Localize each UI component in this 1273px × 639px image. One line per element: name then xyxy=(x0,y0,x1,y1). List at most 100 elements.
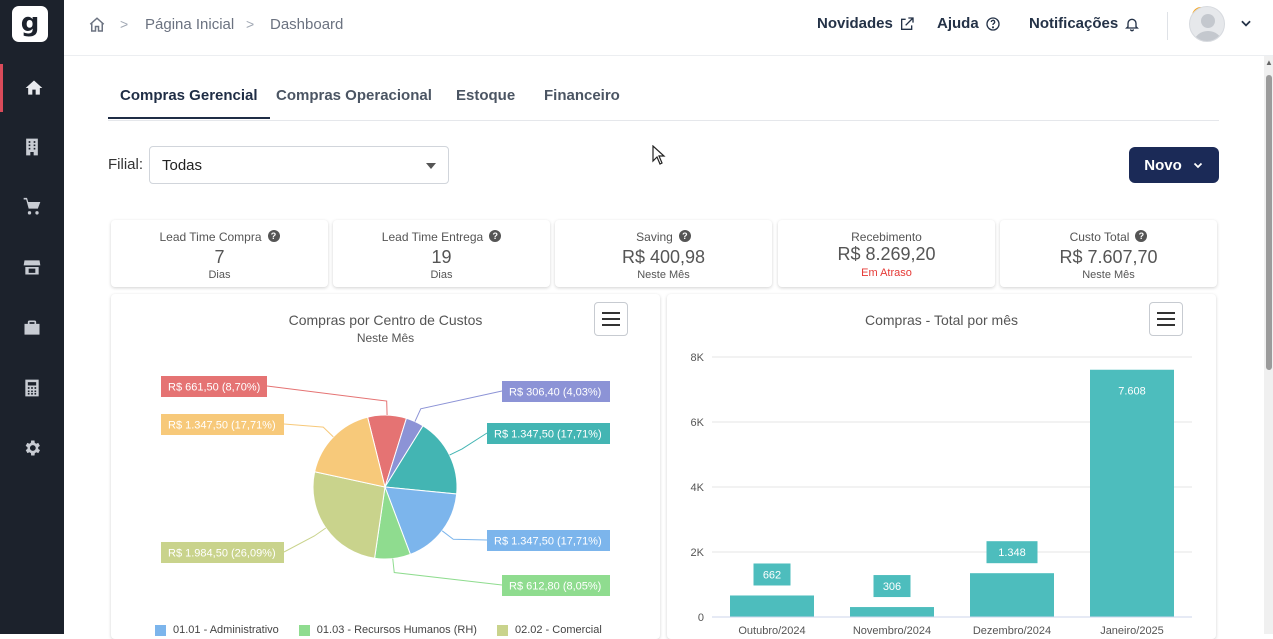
kpi-sub: Dias xyxy=(430,269,453,281)
kpi-lead-time-entrega: Lead Time Entrega? 19 Dias xyxy=(333,220,550,287)
tab-estoque[interactable]: Estoque xyxy=(456,87,516,104)
help-circle-icon xyxy=(986,16,1000,31)
scroll-up-arrow[interactable]: ▲ xyxy=(1265,58,1273,67)
filial-select-value: Todas xyxy=(162,157,203,174)
notificacoes-label: Notificações xyxy=(1029,15,1119,32)
pie-connector xyxy=(441,530,488,541)
ajuda-link[interactable]: Ajuda xyxy=(937,15,1001,32)
pie-data-label: R$ 306,40 (4,03%) xyxy=(509,387,601,399)
pie-connector xyxy=(266,385,388,416)
help-icon[interactable]: ? xyxy=(489,230,502,242)
kpi-title: Saving? xyxy=(555,230,772,244)
pie-label-box xyxy=(502,381,610,402)
novidades-label: Novidades xyxy=(817,15,893,32)
pie-slice[interactable] xyxy=(384,486,458,556)
bar[interactable] xyxy=(730,595,814,617)
caret-down-icon xyxy=(426,163,436,169)
bar-label-box xyxy=(753,563,791,586)
legend-swatch xyxy=(496,624,508,636)
kpi-title: Lead Time Entrega? xyxy=(333,230,550,244)
x-tick-label: Dezembro/2024 xyxy=(973,625,1051,637)
chevron-down-icon[interactable] xyxy=(1239,16,1253,30)
y-tick-label: 0 xyxy=(698,612,704,624)
breadcrumb-item[interactable]: Página Inicial xyxy=(145,16,235,33)
breadcrumb-separator: > xyxy=(246,16,255,32)
kpi-value: R$ 8.269,20 xyxy=(837,244,936,264)
divider xyxy=(1167,12,1168,40)
cart-icon xyxy=(23,197,41,215)
sidebar: g xyxy=(0,0,64,634)
pie-connector xyxy=(283,527,327,553)
external-link-icon xyxy=(900,16,914,30)
scrollbar-thumb[interactable] xyxy=(1266,75,1272,370)
tab-compras-gerencial[interactable]: Compras Gerencial xyxy=(108,87,270,119)
notificacoes-link[interactable]: Notificações xyxy=(1029,15,1140,32)
chart-subtitle: Neste Mês xyxy=(356,331,415,345)
chart-title: Compras - Total por mês xyxy=(864,312,1018,328)
chevron-down-icon xyxy=(1193,162,1202,169)
pie-data-label: R$ 1.347,50 (17,71%) xyxy=(168,420,276,432)
bar[interactable] xyxy=(970,573,1054,617)
filial-select[interactable]: Todas xyxy=(149,146,449,184)
kpi-recebimento: Recebimento R$ 8.269,20 Em Atraso xyxy=(778,220,995,287)
sidebar-item-cart[interactable] xyxy=(0,183,64,231)
logo-letter: g xyxy=(20,8,40,38)
pie-slice[interactable] xyxy=(314,416,386,488)
bar-chart-card: Compras - Total por mês 0 2K 4K 6K 8K 662 Outu… xyxy=(667,294,1216,639)
bar[interactable] xyxy=(1090,369,1174,617)
filial-label: Filial: xyxy=(108,156,144,173)
pie-label-box xyxy=(161,542,284,563)
tab-compras-operacional[interactable]: Compras Operacional xyxy=(276,87,432,104)
legend-item[interactable]: 02.02 - Comercial xyxy=(496,624,602,636)
ajuda-label: Ajuda xyxy=(937,15,979,32)
sidebar-item-settings[interactable] xyxy=(0,424,64,472)
bell-icon xyxy=(1125,18,1140,31)
legend-label: 01.03 - Recursos Humanos (RH) xyxy=(316,624,477,636)
store-icon xyxy=(23,260,41,275)
avatar[interactable] xyxy=(1189,6,1225,42)
sidebar-item-home[interactable] xyxy=(0,64,64,112)
help-icon[interactable]: ? xyxy=(678,230,691,242)
home-icon[interactable] xyxy=(88,16,106,34)
sidebar-item-calculator[interactable] xyxy=(0,364,64,412)
bar-label-box xyxy=(986,541,1038,564)
kpi-title-text: Saving xyxy=(636,230,673,244)
mouse-cursor-icon xyxy=(652,145,666,165)
chart-menu-button[interactable] xyxy=(594,302,628,336)
pie-data-label: R$ 1.347,50 (17,71%) xyxy=(494,429,602,441)
legend-item[interactable]: 01.03 - Recursos Humanos (RH) xyxy=(298,624,477,636)
help-icon[interactable]: ? xyxy=(267,230,280,242)
y-tick-label: 2K xyxy=(691,547,705,559)
pie-connector xyxy=(449,432,488,456)
pie-connector xyxy=(283,423,334,438)
pie-data-label: R$ 612,80 (8,05%) xyxy=(509,581,601,593)
legend-item[interactable]: 01.01 - Administrativo xyxy=(155,624,279,636)
legend-swatch xyxy=(298,624,310,636)
kpi-sub: Neste Mês xyxy=(1082,269,1135,281)
kpi-sub-alert: Em Atraso xyxy=(861,267,912,279)
app-logo[interactable]: g xyxy=(12,6,48,42)
chart-title: Compras por Centro de Custos xyxy=(288,312,483,328)
gear-icon xyxy=(25,440,40,456)
sidebar-item-briefcase[interactable] xyxy=(0,304,64,352)
kpi-value: R$ 7.607,70 xyxy=(1059,247,1158,267)
briefcase-icon xyxy=(24,320,40,335)
sidebar-item-store[interactable] xyxy=(0,243,64,291)
help-icon[interactable]: ? xyxy=(1135,230,1148,242)
legend-label: 02.02 - Comercial xyxy=(514,624,602,636)
hamburger-icon xyxy=(1157,312,1175,326)
tab-financeiro[interactable]: Financeiro xyxy=(544,87,620,104)
x-tick-label: Janeiro/2025 xyxy=(1100,625,1164,637)
pie-slice[interactable] xyxy=(312,471,386,559)
hamburger-icon xyxy=(602,312,620,326)
kpi-value: 7 xyxy=(214,247,225,267)
pie-label-box xyxy=(161,376,267,397)
novidades-link[interactable]: Novidades xyxy=(817,15,915,32)
bar[interactable] xyxy=(850,607,934,617)
chart-menu-button[interactable] xyxy=(1149,302,1183,336)
novo-button[interactable]: Novo xyxy=(1129,147,1219,183)
dashboard-tabs: Compras Gerencial Compras Operacional Es… xyxy=(108,76,1219,121)
y-tick-label: 8K xyxy=(691,352,705,364)
x-tick-label: Novembro/2024 xyxy=(853,625,931,637)
sidebar-item-building[interactable] xyxy=(0,123,64,171)
